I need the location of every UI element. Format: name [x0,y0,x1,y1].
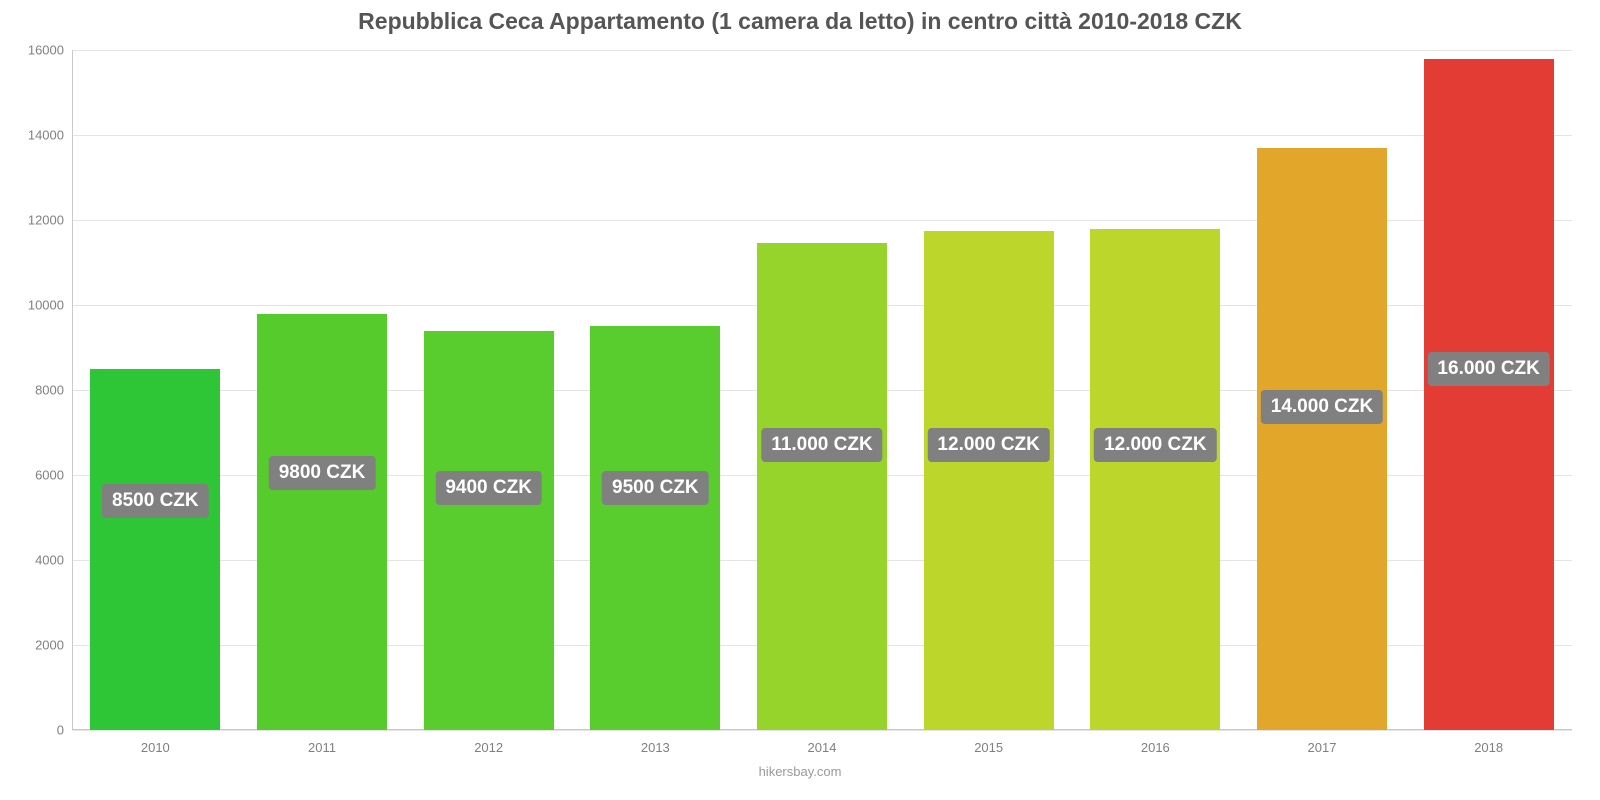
y-tick-label: 8000 [35,383,64,398]
y-tick-label: 4000 [35,553,64,568]
x-tick-label: 2016 [1141,740,1170,755]
chart-container: Repubblica Ceca Appartamento (1 camera d… [0,0,1600,800]
y-tick-label: 12000 [28,213,64,228]
grid-line [72,50,1572,51]
y-tick-label: 10000 [28,298,64,313]
y-tick-label: 16000 [28,43,64,58]
bar-value-label: 9400 CZK [435,471,542,505]
bar [924,231,1054,730]
bar [590,326,720,730]
bar [757,243,887,730]
bar [90,369,220,730]
bar [424,331,554,731]
x-tick-label: 2011 [308,740,336,755]
bar-value-label: 9800 CZK [269,456,376,490]
plot-area: 0200040006000800010000120001400016000201… [72,50,1572,730]
x-tick-label: 2012 [474,740,503,755]
bar-value-label: 12.000 CZK [927,428,1049,462]
chart-title: Repubblica Ceca Appartamento (1 camera d… [0,0,1600,35]
bar [257,314,387,731]
x-tick-label: 2014 [808,740,837,755]
bar [1090,229,1220,731]
bar-value-label: 9500 CZK [602,471,709,505]
y-tick-label: 14000 [28,128,64,143]
bar-value-label: 12.000 CZK [1094,428,1216,462]
bar [1424,59,1554,731]
bar-value-label: 8500 CZK [102,484,209,518]
x-tick-label: 2015 [974,740,1003,755]
bar-value-label: 14.000 CZK [1261,390,1383,424]
grid-line [72,135,1572,136]
x-tick-label: 2017 [1308,740,1337,755]
y-tick-label: 0 [57,723,64,738]
x-tick-label: 2013 [641,740,670,755]
y-axis-line [72,50,73,730]
y-tick-label: 2000 [35,638,64,653]
x-tick-label: 2010 [141,740,170,755]
chart-footer: hikersbay.com [0,764,1600,779]
x-tick-label: 2018 [1474,740,1503,755]
bar-value-label: 11.000 CZK [761,428,882,462]
grid-line [72,730,1572,731]
y-tick-label: 6000 [35,468,64,483]
bar [1257,148,1387,730]
bar-value-label: 16.000 CZK [1427,352,1549,386]
